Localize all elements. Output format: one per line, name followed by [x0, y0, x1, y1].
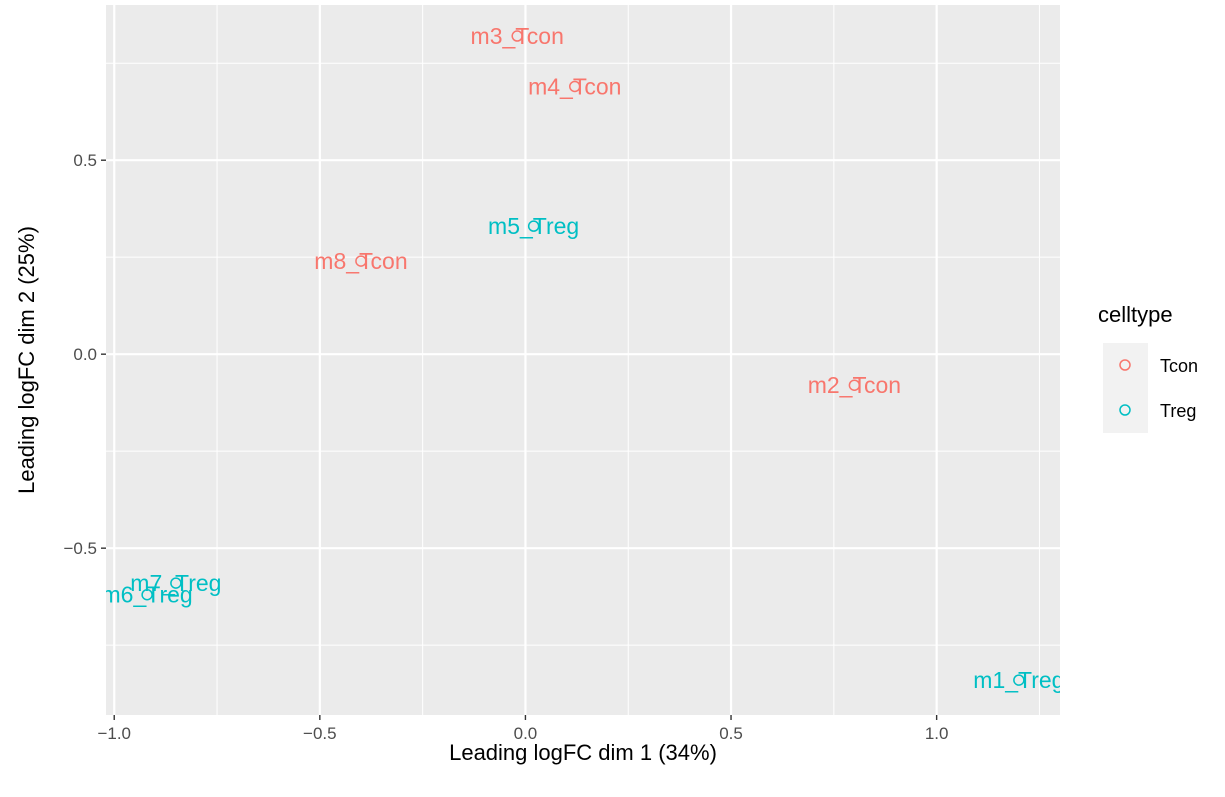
plot-panel [106, 5, 1060, 715]
data-point [511, 30, 523, 42]
point-label: m7_Treg [130, 570, 221, 596]
point-label: m1_Treg [973, 667, 1064, 693]
data-point [141, 588, 153, 601]
legend: celltype Tcon Treg [1098, 302, 1198, 433]
point-label: m6_Treg [102, 582, 193, 608]
x-tick-label: 1.0 [925, 724, 949, 743]
legend-key [1103, 388, 1148, 433]
point-label: m4_Tcon [528, 73, 621, 99]
data-point [848, 379, 861, 391]
x-tick-label: −1.0 [97, 724, 131, 743]
y-tick-label: −0.5 [63, 539, 97, 558]
legend-label: Treg [1160, 401, 1196, 421]
minor-gridlines [106, 5, 1060, 715]
y-tick-label: 0.0 [73, 345, 97, 364]
x-axis: −1.0 −0.5 0.0 0.5 1.0 [97, 715, 948, 743]
y-axis: −0.5 0.0 0.5 [63, 151, 106, 558]
legend-marker [1119, 404, 1131, 416]
legend-title: celltype [1098, 302, 1173, 327]
point-labels: m1_Treg m2_Tcon m3_Tcon m4_Tcon m5_Treg m6_Tr… [102, 23, 1064, 693]
point-label: m5_Treg [488, 213, 579, 239]
y-tick-label: 0.5 [73, 151, 97, 170]
point-label: m2_Tcon [808, 372, 901, 398]
legend-label: Tcon [1160, 356, 1198, 376]
data-point [569, 80, 581, 93]
legend-entries: Tcon Treg [1103, 343, 1198, 433]
major-gridlines [106, 5, 1060, 715]
x-tick-label: −0.5 [303, 724, 337, 743]
y-axis-title: Leading logFC dim 2 (25%) [14, 226, 39, 494]
data-point [527, 220, 540, 232]
legend-marker [1119, 359, 1131, 371]
data-point [1013, 674, 1025, 686]
point-label: m8_Tcon [314, 248, 407, 274]
x-tick-label: 0.5 [719, 724, 743, 743]
legend-key [1103, 343, 1148, 388]
x-axis-title: Leading logFC dim 1 (34%) [449, 740, 717, 765]
data-point [355, 255, 367, 267]
point-label: m3_Tcon [471, 23, 564, 49]
x-tick-label: 0.0 [514, 724, 538, 743]
data-point [170, 577, 182, 589]
